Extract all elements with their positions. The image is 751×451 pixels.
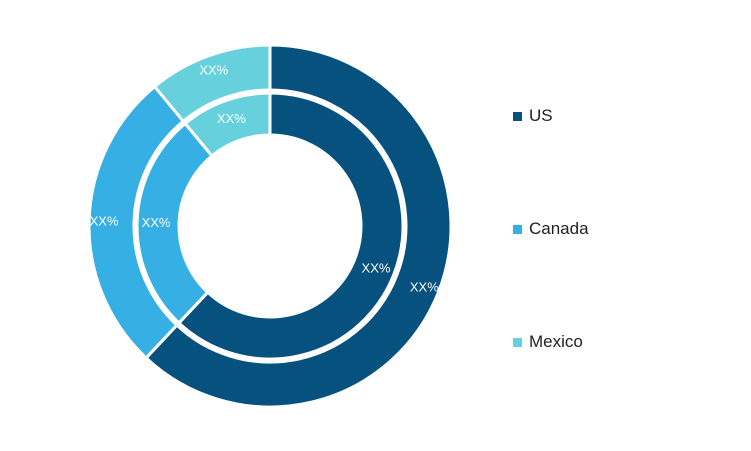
label-group: XX% XX% XX% XX% XX% XX%: [90, 62, 440, 294]
legend-swatch-mexico: [513, 337, 522, 347]
inner-slice-us: [177, 91, 405, 361]
outer-label-mexico: XX%: [199, 62, 228, 77]
outer-slice-us: [144, 43, 453, 409]
inner-slice-mexico: [183, 91, 272, 158]
inner-label-canada: XX%: [142, 215, 171, 230]
legend-swatch-us: [513, 111, 522, 121]
inner-label-us: XX%: [362, 260, 391, 275]
inner-label-mexico: XX%: [217, 111, 246, 126]
legend-label-mexico: Mexico: [529, 332, 583, 351]
legend-label-us: US: [529, 106, 553, 125]
legend-swatch-canada: [513, 224, 522, 234]
outer-label-us: XX%: [410, 280, 439, 295]
legend-item-canada: Canada: [513, 219, 589, 239]
legend-item-mexico: Mexico: [513, 332, 583, 352]
slice-group: [87, 43, 453, 409]
outer-label-canada: XX%: [90, 213, 119, 228]
outer-slice-mexico: [153, 43, 272, 123]
legend-label-canada: Canada: [529, 219, 589, 238]
legend-item-us: US: [513, 106, 553, 126]
